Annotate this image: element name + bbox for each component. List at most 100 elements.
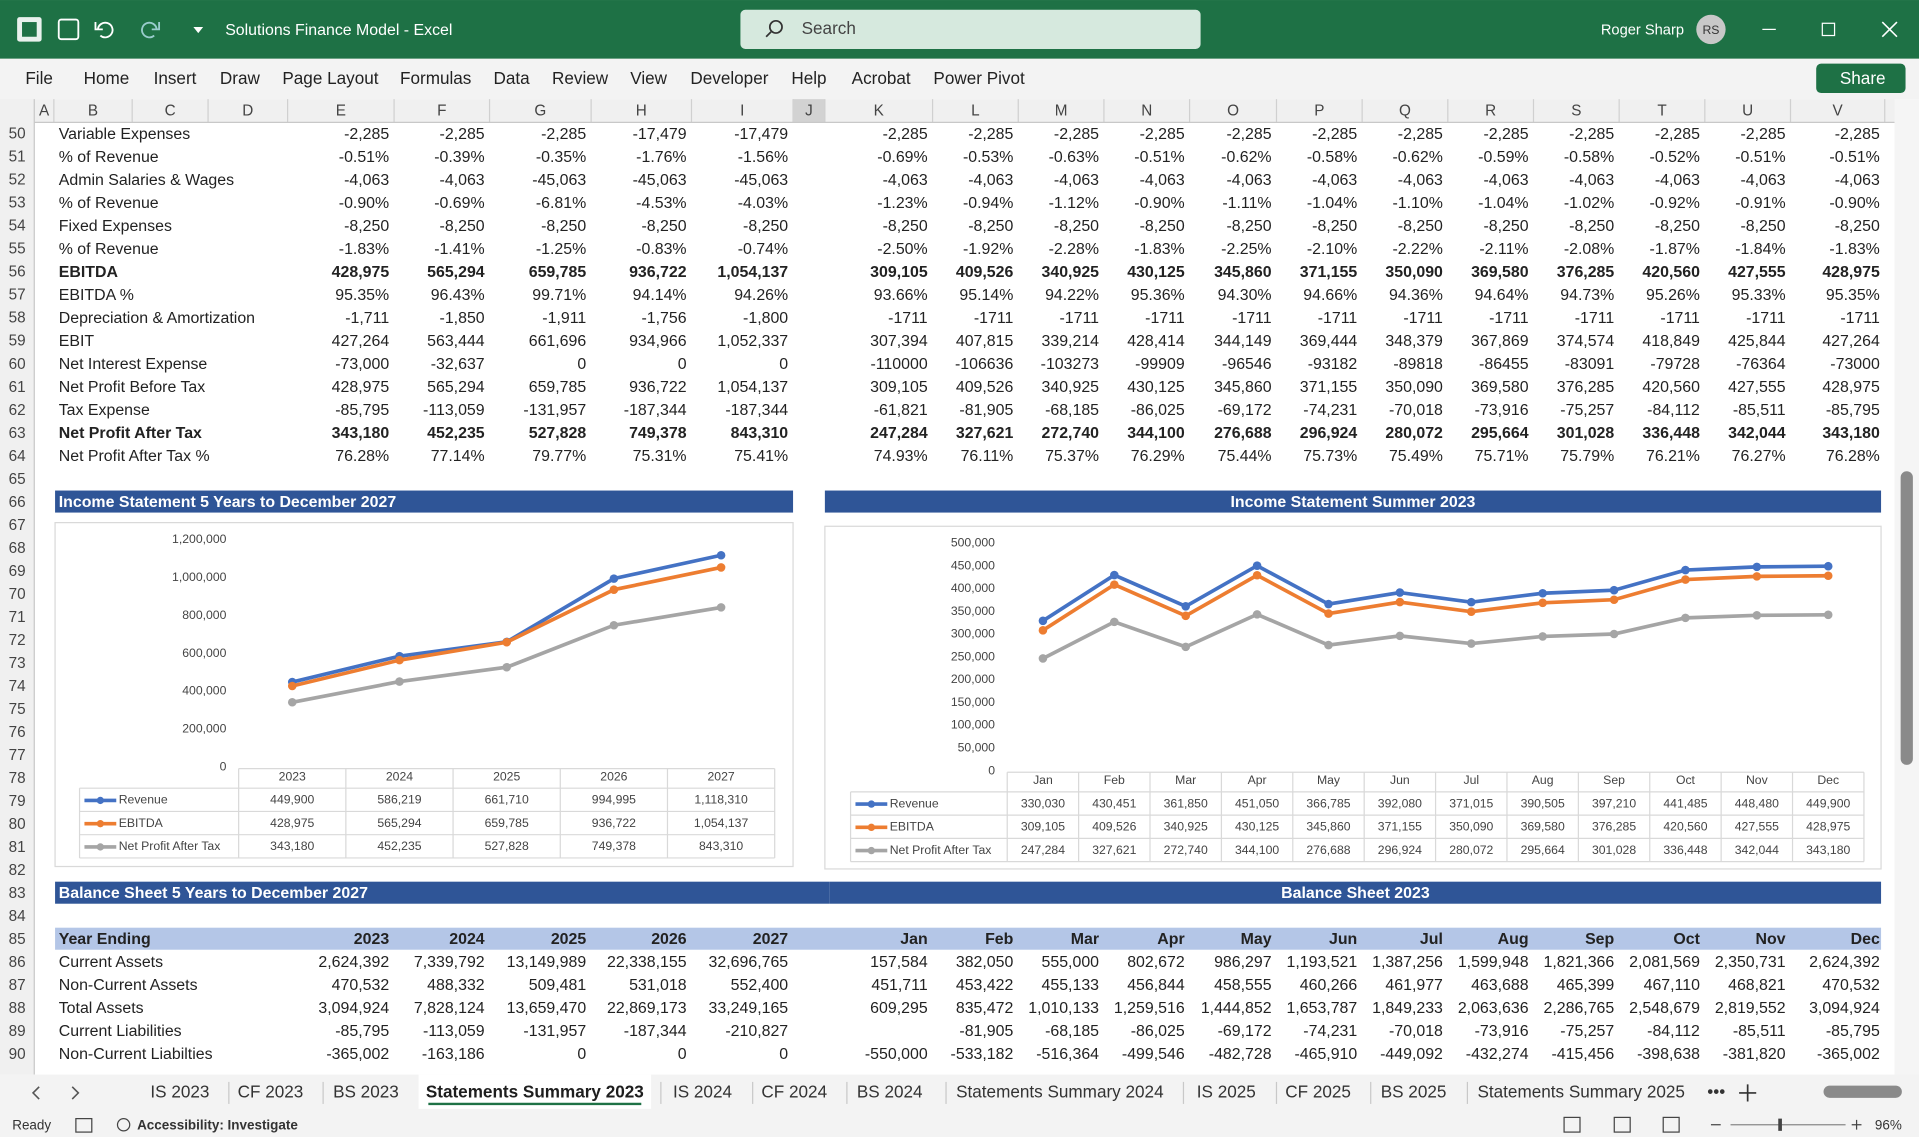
x-tick-label: Oct	[1676, 773, 1696, 787]
sheet-tab[interactable]: Statements Summary 2025	[1477, 1081, 1685, 1101]
sheet-tab[interactable]: Statements Summary 2023	[426, 1081, 644, 1101]
x-tick-label: Dec	[1817, 773, 1839, 787]
row-label: Net Profit After Tax	[59, 425, 202, 442]
cell-value: 13,659,470	[507, 1000, 587, 1017]
cell-value: 427,264	[332, 333, 390, 350]
data-point	[502, 662, 511, 672]
column-header: R	[1485, 102, 1496, 119]
cell-value: 470,532	[332, 977, 390, 994]
data-point	[1681, 565, 1690, 575]
sheet-tab[interactable]: IS 2023	[150, 1081, 209, 1101]
page-break-view[interactable]	[1662, 1116, 1680, 1133]
cell-value: -32,637	[431, 356, 485, 373]
new-sheet-button[interactable]	[1739, 1084, 1757, 1102]
cell-value: 75.49%	[1389, 448, 1443, 465]
share-button[interactable]	[1816, 63, 1906, 94]
restore-button[interactable]	[1821, 22, 1836, 37]
sheet-tab[interactable]: BS 2023	[333, 1081, 399, 1101]
sheet-tab[interactable]: Statements Summary 2024	[956, 1081, 1164, 1101]
column-header: N	[1141, 102, 1152, 119]
cell-value: 382,050	[956, 954, 1014, 971]
zoom-level[interactable]: 96%	[1875, 1118, 1902, 1133]
cell-value: 2025	[551, 931, 587, 948]
sheet-tab[interactable]: IS 2025	[1197, 1081, 1256, 1101]
cell-value: 428,975	[332, 264, 390, 281]
row-header: 59	[9, 333, 26, 350]
ribbon-tab[interactable]: Insert	[154, 68, 197, 88]
ribbon-tab[interactable]: File	[25, 68, 53, 88]
accessibility-status[interactable]: Accessibility: Investigate	[137, 1118, 298, 1133]
customize-icon[interactable]	[193, 26, 204, 34]
ribbon-tab[interactable]: View	[630, 68, 667, 88]
y-tick-label: 350,000	[951, 604, 995, 618]
cell-value: -1711	[888, 310, 928, 327]
zoom-thumb[interactable]	[1778, 1118, 1782, 1131]
scroll-thumb[interactable]	[1900, 471, 1913, 765]
undo-icon[interactable]	[94, 21, 114, 39]
horizontal-scroll-thumb[interactable]	[1823, 1085, 1902, 1098]
page-layout-view[interactable]	[1613, 1116, 1631, 1133]
cell-value: -74,231	[1303, 1023, 1357, 1040]
ribbon-tab[interactable]: Formulas	[400, 68, 471, 88]
x-tick-label: 2027	[707, 769, 734, 783]
sheet-tab[interactable]: BS 2024	[857, 1081, 923, 1101]
cell-value: 1,259,516	[1114, 1000, 1185, 1017]
cell-value: -69,172	[1218, 402, 1272, 419]
cell-value: -8,250	[1226, 218, 1271, 235]
data-point	[1538, 588, 1547, 598]
normal-view[interactable]	[1563, 1116, 1581, 1133]
cell-value: -17,479	[734, 126, 788, 143]
data-point	[1110, 570, 1119, 580]
cell-value: -73,000	[335, 356, 389, 373]
data-table-value: 276,688	[1306, 843, 1350, 857]
search-box[interactable]	[740, 9, 1201, 49]
ribbon-tab[interactable]: Page Layout	[282, 68, 378, 88]
row-header: 90	[9, 1046, 26, 1063]
save-icon[interactable]	[57, 18, 80, 41]
sheet-tab[interactable]: IS 2024	[673, 1081, 733, 1101]
cell-value: 453,422	[956, 977, 1014, 994]
cell-value: 509,481	[529, 977, 587, 994]
avatar[interactable]	[1696, 14, 1726, 45]
cell-value: 350,090	[1385, 264, 1443, 281]
cell-value: -81,905	[959, 402, 1013, 419]
zoom-in[interactable]	[1851, 1119, 1862, 1130]
cell-value: 527,828	[529, 425, 587, 442]
cell-value: -1.83%	[1829, 241, 1879, 258]
ribbon-tab[interactable]: Review	[552, 68, 609, 88]
data-table-value: 661,710	[485, 793, 529, 807]
sheet-tab[interactable]: CF 2023	[238, 1081, 304, 1101]
cell-value: 802,672	[1127, 954, 1185, 971]
sheet-tab[interactable]: BS 2025	[1381, 1081, 1447, 1101]
cell-value: -187,344	[725, 402, 788, 419]
ribbon-tab[interactable]: Power Pivot	[933, 68, 1025, 88]
cell-value: -8,250	[1312, 218, 1357, 235]
cell-value: 7,828,124	[414, 1000, 485, 1017]
ribbon-tab[interactable]: Home	[84, 68, 130, 88]
row-header: 62	[9, 402, 26, 419]
ribbon-tab[interactable]: Developer	[690, 68, 768, 88]
cell-value: -75,257	[1560, 1023, 1614, 1040]
ribbon-tab[interactable]: Draw	[220, 68, 261, 88]
tab-scroll-buttons[interactable]	[31, 1086, 80, 1100]
ribbon-tab[interactable]: Help	[791, 68, 826, 88]
cell-value: -74,231	[1303, 402, 1357, 419]
cell-value: -81,905	[959, 1023, 1013, 1040]
more-tabs[interactable]: •••	[1707, 1081, 1725, 1101]
cell-value: -8,250	[1569, 218, 1614, 235]
cell-value: 309,105	[870, 264, 928, 281]
cell-value: 455,133	[1042, 977, 1100, 994]
cell-value: 336,448	[1642, 425, 1700, 442]
cell-value: -2,285	[541, 126, 586, 143]
macro-icon[interactable]	[75, 1118, 93, 1133]
ribbon-tab[interactable]: Data	[493, 68, 530, 88]
cell-value: 94.66%	[1303, 287, 1357, 304]
column-header: G	[534, 102, 546, 119]
row-label: EBITDA %	[59, 287, 134, 304]
ribbon-tab[interactable]: Acrobat	[852, 68, 911, 88]
redo-icon[interactable]	[141, 21, 161, 39]
close-button[interactable]	[1881, 21, 1898, 38]
sheet-tab[interactable]: CF 2025	[1285, 1081, 1351, 1101]
cell-value: -113,059	[423, 402, 485, 419]
sheet-tab[interactable]: CF 2024	[761, 1081, 827, 1101]
